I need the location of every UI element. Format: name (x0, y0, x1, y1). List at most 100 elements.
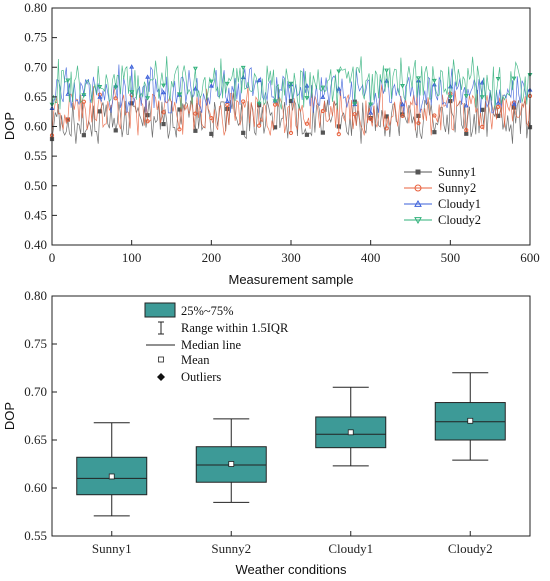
series-marker-sunny1 (320, 130, 325, 135)
series-marker-cloudy2 (256, 101, 262, 107)
series-marker-sunny1 (161, 121, 166, 127)
box-chart-legend: 25%~75% Range within 1.5IQR Median lineMea… (144, 302, 289, 384)
series-marker-cloudy2 (320, 85, 326, 91)
series-marker-cloudy1 (256, 77, 262, 83)
x-tick-label: 0 (49, 250, 56, 265)
legend-marker-cloudy1 (414, 199, 422, 207)
legend-label-sunny1: Sunny1 (438, 165, 476, 179)
series-marker-cloudy2 (511, 76, 517, 81)
series-marker-sunny2 (400, 113, 405, 119)
series-marker-cloudy2 (495, 76, 501, 82)
box-chart-x-label: Weather conditions (235, 562, 347, 577)
series-marker-sunny2 (241, 99, 246, 104)
series-marker-sunny2 (209, 115, 214, 121)
series-marker-cloudy1 (161, 89, 166, 95)
y-tick-label: 0.80 (24, 288, 47, 303)
x-tick-label: 200 (202, 250, 222, 265)
line-series-group (49, 56, 533, 144)
y-tick-label: 0.40 (24, 237, 47, 252)
mean-marker-sunny2 (228, 461, 235, 467)
series-marker-sunny1 (193, 128, 198, 133)
x-tick-label: Cloudy2 (448, 541, 493, 556)
line-chart-ticks: 0.40 0.45 0.50 0.55 0.60 0.65 0.70 0.75 0.80 0 100… (24, 0, 540, 265)
series-marker-cloudy1 (97, 94, 103, 99)
legend-label-cloudy2: Cloudy2 (438, 213, 481, 227)
series-marker-cloudy2 (240, 65, 246, 71)
series-marker-cloudy2 (288, 81, 294, 87)
legend-box-swatch (144, 302, 176, 318)
series-marker-sunny1 (113, 128, 118, 133)
series-marker-sunny2 (145, 119, 150, 124)
y-tick-label: 0.65 (24, 432, 47, 447)
series-marker-sunny2 (464, 127, 469, 133)
series-marker-sunny1 (209, 131, 214, 137)
series-marker-cloudy2 (113, 85, 119, 90)
x-tick-label: 300 (281, 250, 301, 265)
box-chart-y-label: DOP (2, 402, 17, 430)
series-marker-cloudy2 (368, 102, 374, 107)
series-marker-cloudy2 (336, 69, 342, 74)
series-marker-sunny2 (368, 116, 373, 122)
series-marker-cloudy2 (352, 101, 358, 107)
legend-marker-sunny2 (414, 184, 422, 192)
series-marker-cloudy2 (447, 95, 453, 100)
series-marker-cloudy1 (208, 83, 214, 88)
series-marker-sunny1 (177, 107, 182, 112)
series-marker-cloudy2 (208, 79, 214, 85)
series-marker-sunny2 (81, 99, 86, 104)
series-marker-sunny2 (496, 104, 501, 109)
y-tick-label: 0.55 (24, 528, 47, 543)
series-marker-cloudy2 (177, 92, 182, 97)
series-marker-sunny1 (464, 131, 469, 136)
series-marker-cloudy2 (161, 83, 166, 88)
series-marker-sunny1 (496, 113, 501, 119)
series-marker-cloudy2 (400, 84, 405, 89)
y-tick-label: 0.45 (24, 207, 47, 222)
series-marker-cloudy2 (463, 94, 469, 99)
mean-marker-cloudy1 (347, 429, 354, 436)
legend-outlier-marker (157, 373, 165, 381)
series-marker-cloudy1 (495, 100, 501, 105)
y-tick-label: 0.75 (24, 336, 47, 351)
y-tick-label: 0.60 (24, 119, 47, 134)
series-marker-cloudy1 (145, 74, 151, 79)
series-marker-cloudy2 (224, 81, 230, 87)
series-marker-sunny2 (416, 120, 421, 126)
line-chart-y-label: DOP (2, 112, 17, 140)
y-tick-label: 0.55 (24, 148, 47, 163)
y-tick-label: 0.60 (24, 480, 47, 495)
series-marker-sunny2 (336, 132, 341, 137)
series-marker-cloudy1 (320, 94, 326, 99)
series-marker-sunny2 (161, 110, 166, 115)
box-chart: 0.55 0.60 0.65 0.70 0.75 0.80 Sunny1 Sunny2 Clou… (2, 288, 531, 577)
line-chart-x-label: Measurement sample (229, 272, 354, 287)
line-chart-legend: Sunny1 Sunny2 Cloudy1 Cloudy2 (404, 165, 481, 227)
series-marker-sunny2 (177, 127, 182, 132)
legend-mean-marker (158, 356, 164, 363)
series-marker-sunny1 (97, 109, 102, 114)
legend-label: Mean (181, 353, 210, 367)
x-tick-label: 600 (520, 250, 540, 265)
legend-label: Outliers (181, 370, 221, 384)
line-chart: 0.40 0.45 0.50 0.55 0.60 0.65 0.70 0.75 0.80 0 100… (2, 0, 540, 287)
box-chart-frame (51, 295, 531, 537)
series-marker-sunny1 (81, 133, 86, 138)
series-marker-cloudy2 (304, 96, 310, 101)
series-marker-sunny2 (225, 102, 230, 108)
series-marker-cloudy1 (129, 64, 135, 69)
mean-marker-cloudy2 (467, 417, 474, 424)
x-tick-label: Cloudy1 (328, 541, 373, 556)
series-marker-sunny2 (320, 108, 325, 114)
series-marker-cloudy2 (65, 78, 71, 83)
series-marker-cloudy1 (511, 101, 517, 106)
series-marker-cloudy2 (145, 96, 151, 101)
series-line-cloudy2 (51, 56, 531, 110)
series-marker-cloudy1 (368, 110, 374, 115)
series-marker-sunny1 (432, 130, 437, 135)
series-marker-cloudy1 (479, 80, 485, 85)
y-tick-label: 0.80 (24, 0, 47, 15)
x-tick-label: 400 (361, 250, 381, 265)
mean-marker-sunny1 (108, 473, 115, 480)
